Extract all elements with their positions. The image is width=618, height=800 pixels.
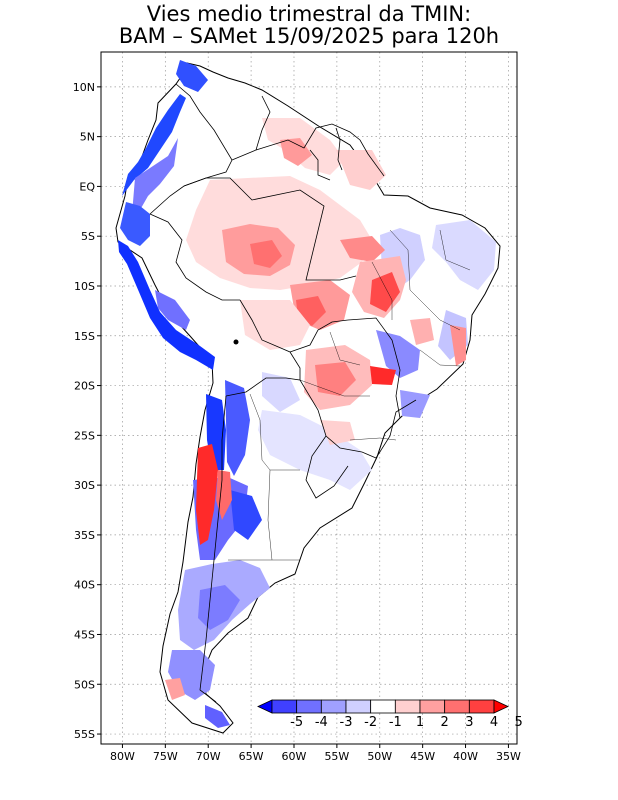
colorbar-label: 4 (490, 715, 498, 730)
map-title-line1: Vies medio trimestral da TMIN: (146, 2, 472, 26)
map-title-line2: BAM – SAMet 15/09/2025 para 120h (118, 24, 500, 48)
longitude-tick-labels: 80W 75W 70W 65W 60W 55W 50W 45W 40W 35W (110, 744, 521, 763)
map-layers (115, 60, 501, 734)
lon-tick-label: 55W (324, 750, 349, 763)
colorbar-swatch (271, 699, 298, 714)
warm-bias-areas (165, 118, 466, 700)
lat-tick-label: 25S (74, 429, 95, 442)
lat-tick-label: 30S (74, 479, 95, 492)
colorbar-label: 5 (515, 715, 523, 730)
lat-tick-label: 20S (74, 380, 95, 393)
colorbar-label: 2 (441, 715, 449, 730)
map-frame (100, 51, 518, 745)
colorbar-swatch (394, 699, 421, 714)
latitude-tick-labels: 10N 5N EQ 5S 10S 15S 20S 25S 30S 35S 40S 45S 50S 55S (73, 81, 101, 741)
lon-tick-label: 60W (282, 750, 307, 763)
lon-tick-label: 70W (196, 750, 221, 763)
lake-titicaca (233, 339, 239, 345)
lat-tick-label: 45S (74, 628, 95, 641)
colorbar-label: -1 (389, 715, 402, 730)
lat-tick-label: 35S (74, 529, 95, 542)
colorbar-label: -5 (290, 715, 303, 730)
internal-borders (228, 229, 471, 561)
lat-tick-label: 10N (73, 81, 95, 94)
colorbar-label: -3 (340, 715, 353, 730)
lon-tick-label: 45W (410, 750, 435, 763)
lat-tick-label: 15S (74, 330, 95, 343)
lon-tick-label: 40W (453, 750, 478, 763)
lon-tick-label: 80W (110, 750, 135, 763)
colorbar-swatch (345, 699, 372, 714)
colorbar-swatch (419, 699, 446, 714)
lat-tick-label: 5N (80, 131, 95, 144)
colorbar-swatch (320, 699, 347, 714)
lon-tick-label: 35W (496, 750, 521, 763)
colorbar-label: 1 (416, 715, 424, 730)
colorbar-label: 3 (465, 715, 473, 730)
lat-tick-label: 55S (74, 728, 95, 741)
lon-tick-label: 50W (367, 750, 392, 763)
lon-tick-label: 75W (153, 750, 178, 763)
lat-tick-label: 10S (74, 280, 95, 293)
colorbar-swatch (444, 699, 470, 714)
colorbar: -5 -4 -3 -2 -1 1 2 3 4 5 (257, 699, 523, 730)
colorbar-label: -4 (315, 715, 328, 730)
lat-tick-label: 40S (74, 579, 95, 592)
colorbar-swatch (468, 699, 495, 714)
lat-tick-label: 5S (81, 230, 95, 243)
lon-tick-label: 65W (239, 750, 264, 763)
colorbar-max-arrow (493, 699, 509, 714)
colorbar-swatch (370, 699, 396, 714)
country-borders (149, 83, 417, 703)
colorbar-swatch (296, 699, 322, 714)
lat-tick-label: EQ (79, 180, 95, 193)
colorbar-label: -2 (364, 715, 377, 730)
lat-tick-label: 50S (74, 678, 95, 691)
